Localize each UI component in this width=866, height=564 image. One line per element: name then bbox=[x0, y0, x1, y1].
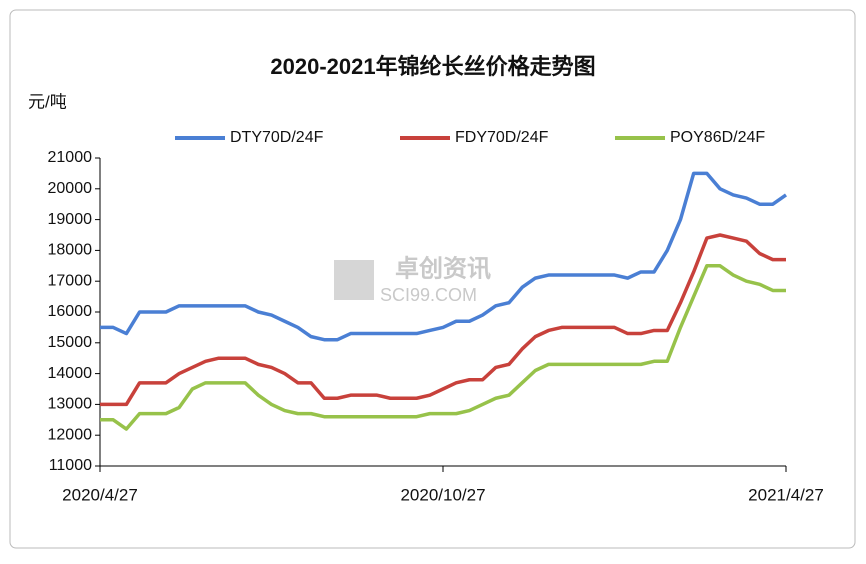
y-tick-label: 16000 bbox=[48, 303, 93, 320]
series-line bbox=[100, 264, 786, 431]
series-line bbox=[100, 233, 786, 407]
y-tick-label: 13000 bbox=[48, 396, 93, 413]
watermark-logo bbox=[334, 260, 374, 300]
y-unit: 元/吨 bbox=[28, 92, 67, 111]
chart-frame bbox=[9, 9, 856, 549]
x-tick-label: 2020/10/27 bbox=[400, 485, 485, 504]
legend-label: DTY70D/24F bbox=[230, 129, 324, 146]
y-tick-label: 20000 bbox=[48, 180, 93, 197]
y-tick-label: 12000 bbox=[48, 426, 93, 443]
y-tick-label: 17000 bbox=[48, 272, 93, 289]
series-line bbox=[100, 171, 788, 342]
watermark: SCI99.COM bbox=[380, 285, 477, 305]
y-tick-label: 18000 bbox=[48, 242, 93, 259]
y-tick-label: 14000 bbox=[48, 365, 93, 382]
y-tick-label: 11000 bbox=[49, 457, 92, 474]
legend-label: FDY70D/24F bbox=[455, 129, 549, 146]
y-tick-label: 21000 bbox=[48, 149, 93, 166]
legend-label: POY86D/24F bbox=[670, 129, 765, 146]
x-tick-label: 2020/4/27 bbox=[62, 485, 138, 504]
y-tick-label: 15000 bbox=[48, 334, 93, 351]
chart-title: 2020-2021年锦纶长丝价格走势图 bbox=[270, 54, 595, 79]
x-tick-label: 2021/4/27 bbox=[748, 485, 824, 504]
y-tick-label: 19000 bbox=[48, 211, 93, 228]
watermark: 卓创资讯 bbox=[395, 255, 491, 282]
